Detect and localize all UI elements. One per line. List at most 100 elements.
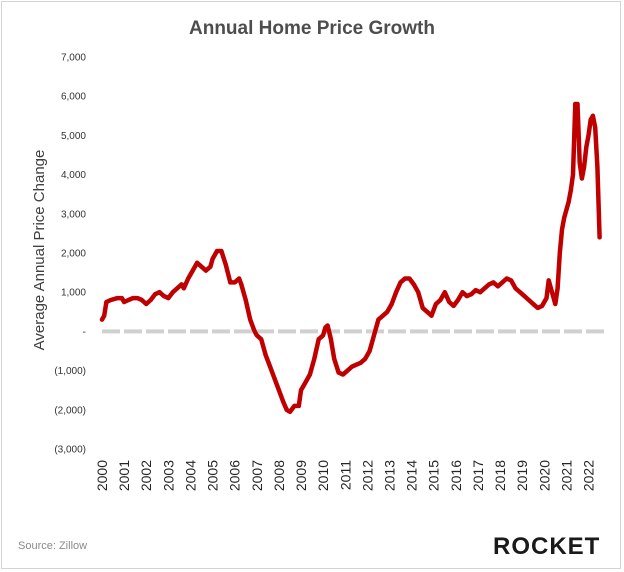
- data-point: [579, 176, 584, 181]
- data-point: [407, 276, 412, 281]
- data-point: [104, 300, 109, 304]
- y-tick-label: 5,000: [61, 131, 86, 142]
- y-tick-label: 1,000: [61, 288, 86, 299]
- data-point: [495, 284, 500, 289]
- data-point: [284, 407, 289, 412]
- data-point: [219, 249, 224, 253]
- data-point: [237, 276, 242, 281]
- data-point: [518, 290, 522, 295]
- y-axis-ticks: 7,000 6,000 5,000 4,000 3,000 2,000 1,000 - (1,0…: [54, 53, 86, 456]
- x-tick-label: 2000: [94, 460, 110, 491]
- data-point: [325, 323, 330, 328]
- data-point: [394, 290, 399, 295]
- y-tick-label: (1,000): [54, 366, 86, 377]
- x-tick-label: 2009: [293, 460, 309, 491]
- data-point: [312, 356, 317, 361]
- data-point: [307, 372, 312, 377]
- data-point: [161, 294, 166, 299]
- y-tick-label: 6,000: [61, 92, 86, 103]
- data-point: [555, 286, 560, 291]
- data-point: [456, 298, 460, 302]
- data-point: [597, 235, 602, 240]
- data-point: [296, 403, 301, 408]
- data-point: [299, 388, 303, 393]
- data-point: [473, 288, 478, 293]
- data-point: [442, 290, 447, 295]
- y-tick-label: (3,000): [54, 445, 86, 456]
- data-point: [321, 333, 326, 338]
- data-point: [100, 317, 104, 322]
- data-point: [358, 360, 363, 365]
- data-point: [584, 145, 589, 150]
- data-point: [122, 300, 127, 304]
- x-tick-label: 2008: [271, 460, 287, 491]
- x-tick-label: 2016: [448, 460, 464, 491]
- x-tick-label: 2019: [514, 460, 530, 491]
- chart-title: Annual Home Price Growth: [189, 18, 435, 39]
- y-tick-label: -: [83, 327, 86, 338]
- x-tick-label: 2015: [426, 460, 442, 491]
- data-point: [170, 290, 175, 295]
- data-point: [491, 280, 496, 285]
- x-tick-label: 2013: [381, 460, 397, 491]
- data-point: [248, 317, 253, 322]
- data-point: [577, 160, 582, 165]
- data-point: [292, 403, 297, 408]
- data-point: [281, 400, 286, 404]
- data-point: [403, 276, 407, 281]
- x-tick-label: 2020: [536, 460, 552, 491]
- x-tick-label: 2003: [160, 460, 176, 491]
- data-point: [263, 352, 268, 357]
- data-point: [303, 380, 308, 385]
- data-point: [175, 286, 180, 291]
- data-point: [593, 125, 598, 130]
- data-point: [433, 302, 438, 306]
- data-point: [582, 164, 587, 169]
- data-point: [179, 282, 184, 287]
- data-point: [119, 296, 124, 301]
- data-point: [349, 364, 354, 369]
- data-point: [272, 376, 277, 381]
- data-point: [526, 298, 531, 302]
- data-point: [215, 249, 219, 253]
- data-point: [522, 294, 527, 299]
- data-point: [166, 296, 171, 301]
- data-point: [228, 280, 233, 285]
- data-point: [367, 349, 372, 353]
- data-point: [425, 309, 430, 314]
- y-axis-label: Average Annual Price Change: [31, 150, 48, 351]
- data-point: [420, 305, 425, 310]
- data-point: [560, 227, 564, 232]
- x-tick-label: 2004: [182, 460, 198, 491]
- x-tick-label: 2021: [558, 460, 574, 491]
- data-point: [500, 280, 505, 285]
- y-tick-label: 2,000: [61, 249, 86, 260]
- x-tick-label: 2010: [315, 460, 331, 491]
- data-point: [210, 256, 215, 261]
- x-tick-label: 2017: [470, 460, 486, 491]
- data-point: [345, 368, 350, 373]
- data-point: [363, 356, 368, 361]
- data-point: [586, 133, 591, 138]
- data-point: [504, 276, 509, 281]
- data-point: [135, 296, 140, 301]
- data-point: [223, 262, 228, 267]
- rocket-logo: ROCKET: [493, 533, 599, 560]
- data-point: [429, 313, 434, 318]
- data-point: [341, 372, 345, 377]
- data-point: [447, 300, 452, 304]
- data-point: [332, 356, 337, 361]
- data-point: [544, 296, 549, 301]
- x-tick-label: 2002: [138, 460, 154, 491]
- x-tick-label: 2001: [116, 460, 132, 491]
- data-point: [203, 268, 208, 273]
- x-tick-label: 2012: [359, 460, 375, 491]
- data-point: [411, 282, 416, 287]
- source-note: Source: Zillow: [18, 540, 87, 552]
- data-point: [131, 296, 135, 301]
- data-point: [102, 313, 107, 318]
- data-point: [469, 292, 474, 297]
- data-point: [372, 333, 376, 338]
- data-point: [252, 329, 257, 334]
